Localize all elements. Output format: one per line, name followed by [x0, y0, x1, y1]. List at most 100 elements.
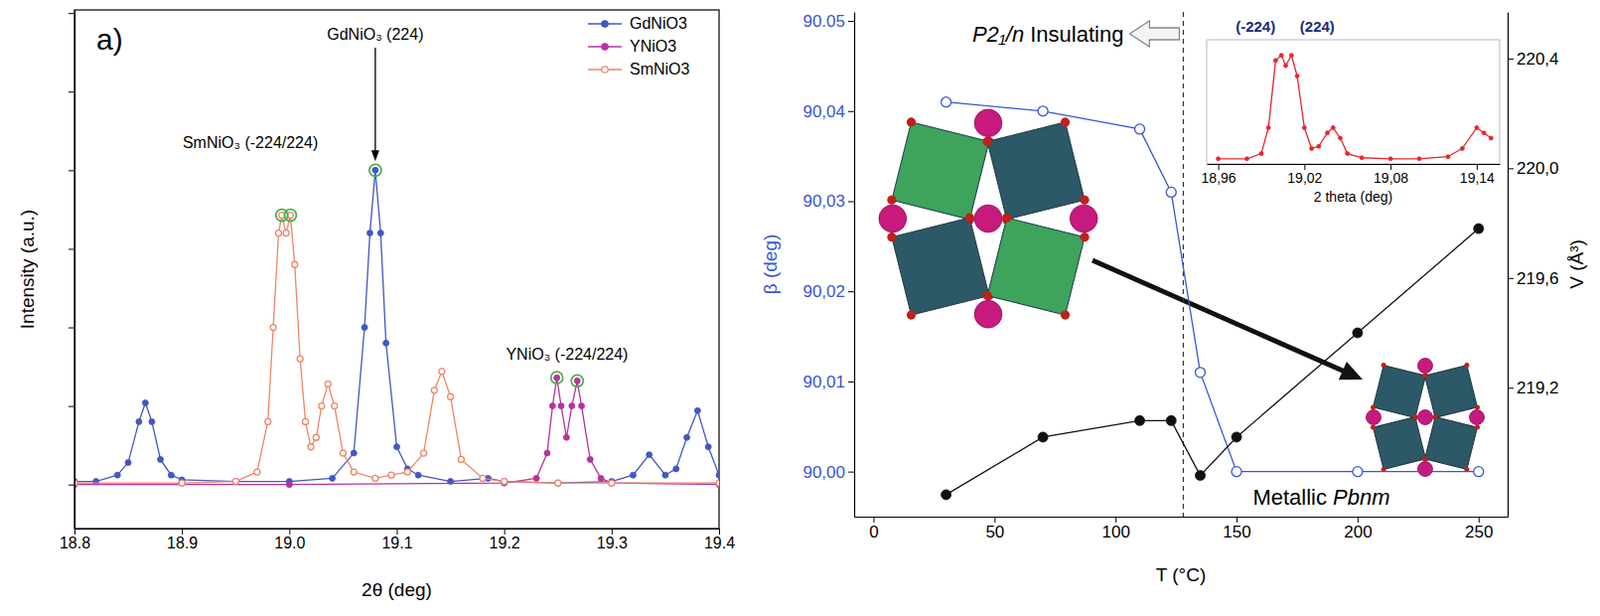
series-marker [404, 468, 411, 475]
oxygen-atom [1412, 414, 1418, 420]
series-marker [597, 474, 604, 481]
series-marker [501, 478, 508, 485]
structure-illustration [1366, 358, 1485, 477]
tick: 0 [869, 516, 878, 542]
series-marker [421, 449, 428, 456]
series-marker [276, 230, 283, 237]
oxygen-atom [1060, 117, 1070, 127]
tick: 19,08 [1373, 163, 1409, 186]
series-marker [167, 471, 174, 478]
series-marker [254, 468, 261, 475]
series-line [74, 169, 720, 483]
tick-mark [397, 528, 399, 535]
tick: 220,4 [1507, 49, 1560, 69]
series-marker [479, 474, 486, 481]
series-marker [136, 418, 143, 425]
oxygen-atom [982, 137, 992, 146]
oxygen-atom [1079, 195, 1089, 205]
series-marker [563, 434, 570, 440]
tick: 150 [1222, 516, 1251, 542]
axis: 18,9619,0219,0819,14 [1201, 163, 1501, 186]
series-marker [361, 324, 368, 331]
oxygen-atom [906, 117, 916, 127]
tick: 220,0 [1507, 158, 1560, 178]
series-marker [286, 481, 292, 488]
tick-mark [68, 169, 75, 171]
tick-mark [611, 528, 613, 535]
chart-svg: 18.818.919.019.119.219.319.42θ (deg)Inte… [0, 0, 1600, 616]
figure: 18.818.919.019.119.219.319.42θ (deg)Inte… [0, 0, 1600, 616]
tick-label: 18,96 [1201, 169, 1237, 186]
series-marker [394, 443, 401, 450]
tick: 18.9 [166, 528, 198, 552]
series-marker [1037, 106, 1048, 117]
series-marker [148, 418, 155, 425]
annotation-arrowhead [371, 149, 380, 161]
tick-label: 19,14 [1459, 169, 1495, 186]
series-marker [1324, 131, 1329, 136]
series-marker [1417, 156, 1422, 161]
oxygen-atom [1002, 212, 1012, 222]
series-marker [457, 455, 464, 462]
annotation: (-224) [1235, 17, 1276, 35]
axis: 18.818.919.019.119.219.319.4 [59, 528, 735, 552]
series-marker [157, 455, 164, 462]
tick-label: 19.4 [704, 534, 735, 552]
annotation: P2₁/n Insulating [972, 21, 1125, 47]
tick: 250 [1464, 516, 1493, 542]
tick: 90,02 [802, 282, 855, 301]
cation-atom [974, 204, 1003, 233]
series-marker [431, 387, 437, 394]
series-marker [1135, 124, 1146, 135]
tick-mark [848, 381, 855, 383]
series-marker [705, 443, 712, 450]
series-line [1218, 55, 1492, 159]
series-marker [1473, 466, 1484, 477]
tick-label: 19.2 [489, 534, 521, 552]
series-marker [265, 418, 272, 425]
tick-mark [68, 248, 75, 250]
tick [68, 169, 75, 171]
series-marker [1473, 223, 1484, 234]
series-marker [586, 455, 593, 462]
axis-line [855, 516, 1509, 518]
annotation: (224) [1300, 17, 1335, 35]
series-marker [178, 479, 185, 486]
series-marker [377, 230, 384, 237]
tick-label: 90,04 [802, 102, 846, 122]
plot-frame [74, 9, 720, 529]
series-marker [283, 230, 290, 237]
series-marker [1330, 126, 1335, 131]
tick: 18.8 [59, 528, 91, 552]
tick-mark [848, 20, 855, 22]
oxygen-atom [1433, 414, 1439, 420]
tick-label: 50 [985, 522, 1005, 542]
tick: 19.4 [704, 528, 735, 552]
tick: 19.2 [489, 528, 521, 552]
series-marker [312, 434, 319, 440]
series-marker [318, 403, 325, 410]
series-marker [114, 471, 121, 478]
cation-atom [1418, 410, 1434, 426]
tick-mark [1507, 167, 1514, 169]
octahedron [1373, 365, 1427, 419]
oxygen-atom [965, 212, 975, 222]
series-marker [366, 230, 373, 237]
series-marker [1194, 367, 1205, 378]
series-marker [1273, 58, 1278, 63]
series-marker [1359, 155, 1364, 160]
series-marker [646, 451, 653, 458]
series-marker [1388, 156, 1393, 161]
tick: 19.1 [381, 528, 413, 552]
series-marker [296, 355, 303, 362]
series-marker [1231, 432, 1242, 442]
tick-mark [848, 111, 855, 113]
series-marker [307, 443, 314, 450]
series-marker [329, 474, 336, 481]
tick-label: 250 [1464, 522, 1493, 542]
series-marker [125, 459, 132, 466]
axis-line [74, 10, 76, 530]
series-marker [1259, 151, 1264, 156]
octahedron [1373, 417, 1427, 470]
y-axis-title: Intensity (a.u.) [16, 209, 38, 329]
